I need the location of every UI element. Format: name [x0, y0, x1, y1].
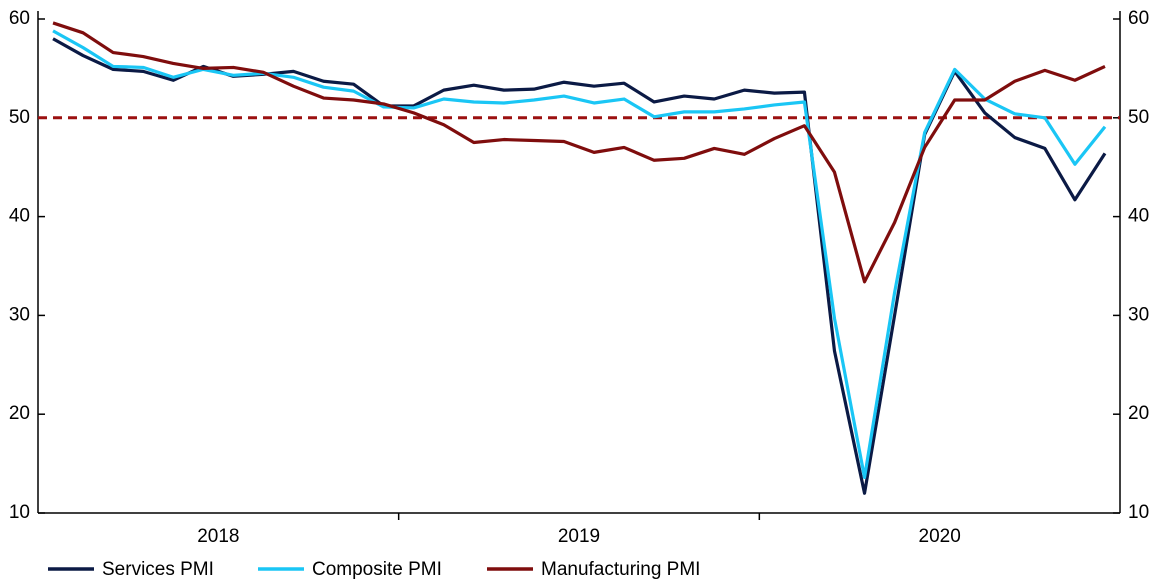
x-tick-label: 2020 [919, 526, 961, 547]
y-tick-label: 60 [9, 8, 30, 29]
y2-tick-label: 50 [1128, 107, 1149, 128]
legend-label: Services PMI [102, 559, 214, 580]
y2-tick-label: 40 [1128, 206, 1149, 227]
y-tick-label: 20 [9, 403, 30, 424]
legend-label: Composite PMI [312, 559, 442, 580]
y2-tick-label: 60 [1128, 8, 1149, 29]
series-line [52, 29, 1107, 480]
y-tick-label: 30 [9, 304, 30, 325]
y2-tick-label: 30 [1128, 304, 1149, 325]
x-tick-label: 2019 [558, 526, 600, 547]
x-tick-label: 2018 [197, 526, 239, 547]
y2-tick-label: 20 [1128, 403, 1149, 424]
y-tick-label: 50 [9, 107, 30, 128]
series-line [52, 37, 1107, 495]
y-tick-label: 40 [9, 206, 30, 227]
y-tick-label: 10 [9, 502, 30, 523]
legend-label: Manufacturing PMI [541, 559, 700, 580]
y2-tick-label: 10 [1128, 502, 1149, 523]
series-line [52, 21, 1106, 284]
